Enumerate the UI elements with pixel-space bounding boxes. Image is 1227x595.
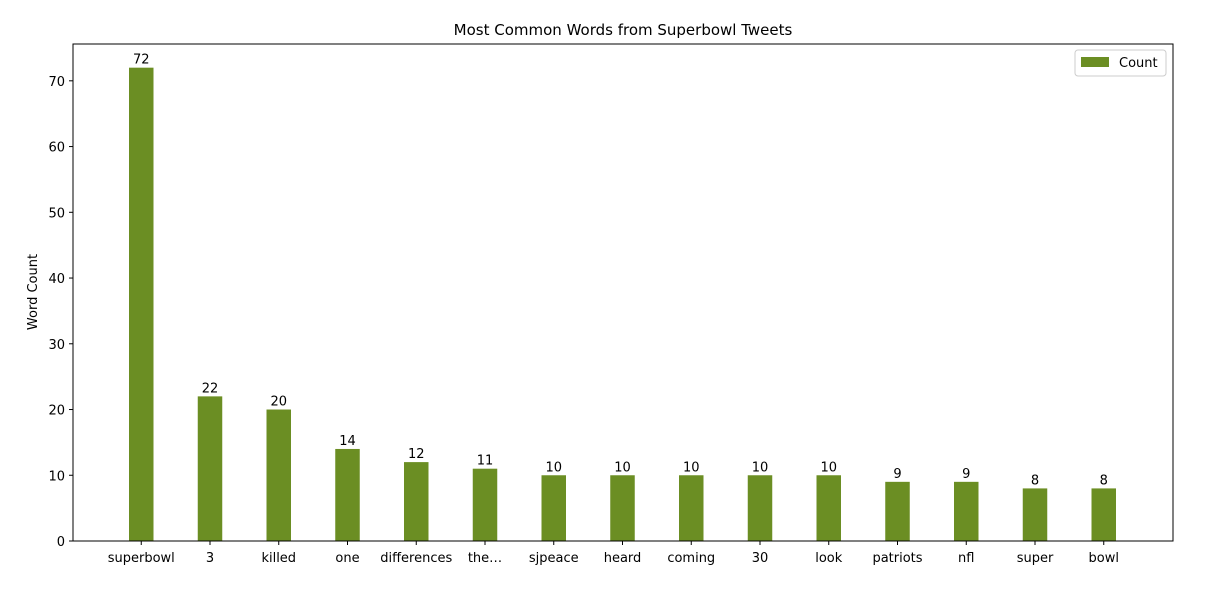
x-tick-label-1: 3 [206,551,214,566]
x-tick-label-2: killed [261,551,296,566]
x-tick-label-7: heard [604,551,642,566]
x-tick-label-0: superbowl [108,551,175,566]
legend-swatch [1081,57,1109,67]
x-tick-label-11: patriots [872,551,922,566]
x-tick-label-14: bowl [1089,551,1119,566]
chart-title: Most Common Words from Superbowl Tweets [454,21,793,39]
data-label-9: 10 [752,460,769,475]
y-axis-ticks: 0 10 20 30 40 50 60 70 [48,75,73,550]
data-label-11: 9 [893,467,901,482]
x-tick-label-5: the… [468,551,502,566]
data-label-5: 11 [477,454,494,469]
bar-6 [541,475,566,541]
bar-3 [335,448,360,541]
x-tick-label-10: look [815,551,843,566]
x-tick-label-4: differences [380,551,452,566]
x-axis-ticks: superbowl 3 killed one differences the… sjpeac… [108,541,1119,566]
bar-5 [472,468,498,541]
data-label-4: 12 [408,447,425,462]
data-label-0: 72 [133,53,150,68]
y-tick-label-6: 60 [48,141,65,156]
data-label-14: 8 [1100,473,1108,488]
data-label-12: 9 [962,467,970,482]
data-label-8: 10 [683,460,700,475]
x-tick-label-8: coming [667,551,715,566]
data-label-3: 14 [339,434,356,449]
data-label-2: 20 [270,395,287,410]
data-label-7: 10 [614,460,631,475]
y-axis-label: Word Count [26,254,41,330]
data-label-13: 8 [1031,473,1039,488]
bar-1 [197,396,223,541]
x-tick-label-3: one [335,551,359,566]
bar-13 [1022,488,1048,541]
y-tick-label-4: 40 [48,272,65,287]
bar-7 [610,475,635,541]
bar-12 [954,481,979,541]
plot-frame [72,43,1174,542]
bar-0 [129,67,154,542]
legend-box [1074,49,1167,77]
data-labels-group: 72 22 20 14 12 11 10 10 10 10 10 9 9 8 8 [133,53,1108,489]
legend: Count [1074,49,1167,77]
bar-9 [747,475,773,541]
y-tick-label-7: 70 [48,75,65,90]
bar-2 [266,409,291,541]
x-tick-label-12: nfl [958,551,974,566]
bar-11 [885,481,910,541]
y-tick-label-0: 0 [57,535,65,550]
x-tick-label-9: 30 [752,551,769,566]
data-label-10: 10 [820,460,837,475]
y-tick-label-2: 20 [48,404,65,419]
x-tick-label-6: sjpeace [529,551,579,566]
x-tick-label-13: super [1017,551,1054,566]
data-label-1: 22 [202,381,219,396]
bar-14 [1091,488,1116,541]
y-tick-label-3: 30 [48,338,65,353]
bar-8 [679,475,704,541]
y-tick-label-5: 50 [48,206,65,221]
y-tick-label-1: 10 [48,469,65,484]
bars-group [129,67,1116,542]
bar-4 [404,462,429,541]
legend-label: Count [1119,56,1158,71]
data-label-6: 10 [545,460,562,475]
bar-10 [816,475,841,541]
